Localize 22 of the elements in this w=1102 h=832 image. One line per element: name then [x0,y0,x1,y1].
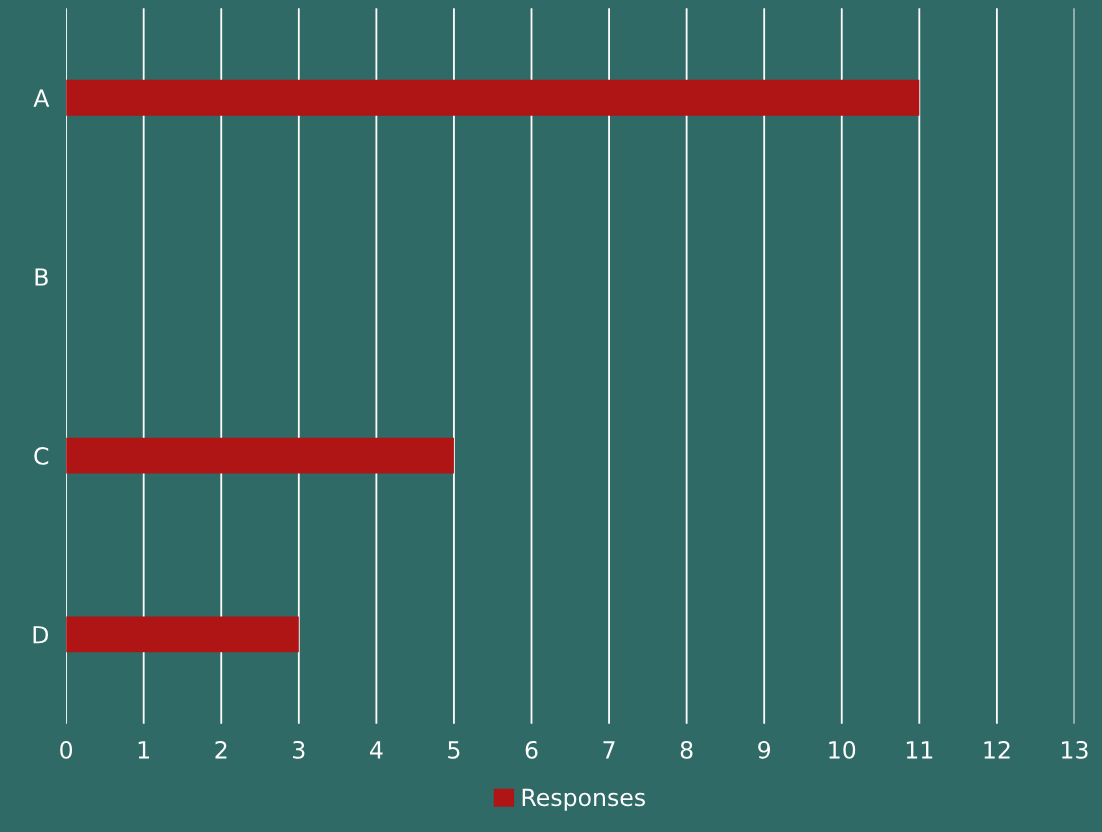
x-tick-label: 6 [525,740,538,759]
y-tick-label: B [35,268,48,286]
x-tick-label: 13 [1062,740,1088,759]
x-tick-label: 10 [829,740,856,759]
y-tick-label: D [33,626,49,644]
x-tick-label: 8 [680,740,693,759]
x-tick-label: 2 [215,740,227,759]
bar [66,616,299,653]
x-tick-label: 4 [370,741,383,759]
x-tick-label: 1 [138,741,150,759]
bar [66,437,454,474]
x-tick-label: 0 [60,740,73,759]
x-tick-label: 7 [603,741,615,759]
x-tick-label: 11 [906,741,933,759]
x-tick-label: 5 [448,741,460,759]
x-tick-label: 3 [293,740,305,759]
x-tick-label: 9 [758,740,771,759]
y-tick-label: C [34,446,49,465]
y-tick-label: A [33,89,50,107]
legend-label: Responses [522,788,645,811]
x-tick-label: 12 [984,740,1010,759]
bar [66,79,920,116]
